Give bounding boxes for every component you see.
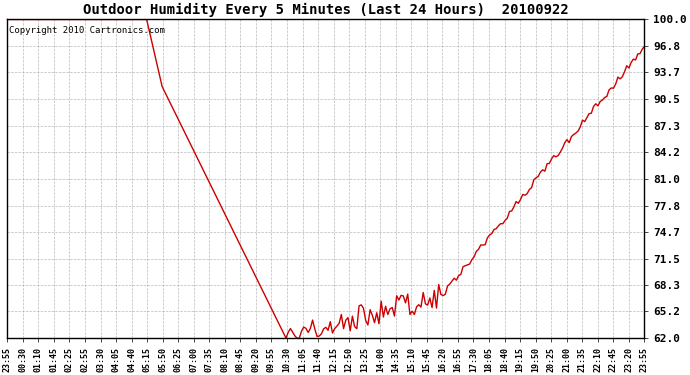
Text: Copyright 2010 Cartronics.com: Copyright 2010 Cartronics.com xyxy=(8,26,164,35)
Title: Outdoor Humidity Every 5 Minutes (Last 24 Hours)  20100922: Outdoor Humidity Every 5 Minutes (Last 2… xyxy=(83,3,569,17)
